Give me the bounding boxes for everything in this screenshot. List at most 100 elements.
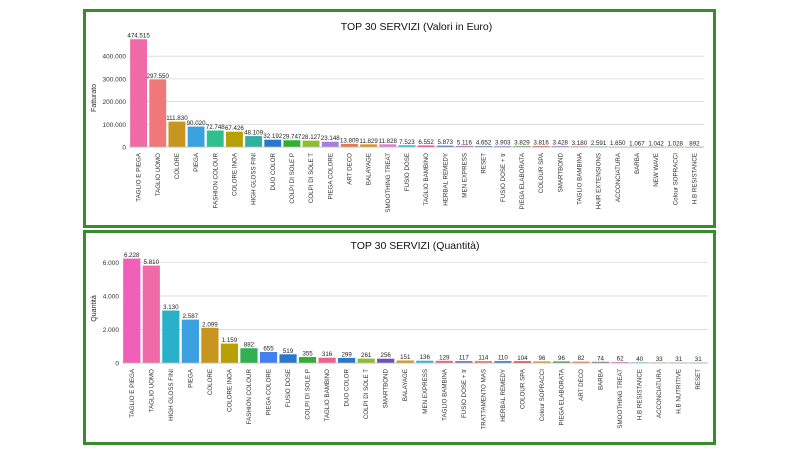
bar-value-label: 110	[498, 355, 508, 362]
bar-value-label: 655	[263, 346, 274, 353]
category-label: BARBA	[598, 368, 605, 390]
bar-value-label: 5.116	[457, 139, 473, 146]
bar	[181, 319, 199, 363]
bar-value-label: 114	[478, 355, 488, 362]
bar-value-label: 256	[381, 352, 392, 359]
bar	[279, 354, 297, 363]
category-label: FASHION COLOUR	[246, 368, 253, 424]
category-label: COLPI DI SOLE T	[363, 369, 370, 419]
category-label: COLORE	[207, 369, 214, 395]
bar-value-label: 1.067	[629, 140, 645, 147]
category-label: TAGLIO BAMBINA	[441, 368, 448, 421]
bar-value-label: 3.829	[514, 140, 530, 147]
category-label: DUO COLOR	[344, 368, 351, 406]
bar	[240, 348, 258, 363]
bar	[298, 357, 317, 363]
bar	[168, 121, 186, 147]
category-label: TAGLIO BAMBINO	[324, 369, 331, 422]
bar	[591, 361, 610, 363]
chart-quantity-svg: TOP 30 SERVIZI (Quantità) 0 2.000 4.000 6.00…	[91, 240, 708, 430]
bar	[513, 146, 531, 147]
bar	[318, 357, 336, 363]
bar-value-label: 72.748	[206, 124, 225, 131]
bar-value-label: 90.020	[187, 120, 206, 127]
category-label: FUSIO DOSE	[404, 153, 411, 191]
bar	[264, 139, 282, 147]
category-label: MEN EXPRESS	[422, 369, 429, 414]
bar-value-label: 297.550	[147, 73, 170, 80]
bar-value-label: 151	[400, 354, 411, 361]
category-label: TAGLIO E PIEGA	[129, 368, 136, 418]
category-label: COLORE	[174, 153, 181, 179]
category-label: SMARTBOND	[383, 368, 390, 408]
category-label: PIEGA ELABORATA	[519, 152, 526, 209]
bar	[338, 357, 356, 363]
bar-value-label: 28.127	[302, 134, 321, 141]
bar	[436, 145, 454, 147]
category-label: RESET	[695, 369, 702, 390]
bar-value-label: 5.873	[438, 139, 454, 146]
bar-value-label: 104	[517, 355, 528, 362]
bar	[379, 144, 397, 147]
category-label: H.B RESISTANCE	[637, 369, 644, 420]
bar-value-label: 11.829	[359, 138, 378, 145]
category-label: HIGH GLOSS FINI	[251, 153, 258, 205]
bar	[340, 143, 358, 147]
bar	[130, 39, 148, 147]
category-label: SMARTBOND	[557, 152, 564, 192]
bar-value-label: 96	[558, 355, 565, 362]
bar	[552, 361, 571, 363]
bar	[611, 361, 629, 363]
bar-value-label: 31	[695, 356, 702, 363]
category-label: HERBAL REMEDY	[442, 153, 449, 206]
category-label: PIEGA	[193, 152, 200, 172]
y-tick-label: 2.000	[103, 327, 120, 334]
y-tick-label: 0	[122, 145, 126, 152]
category-label: COLPI DI SOLE P	[289, 153, 296, 204]
category-label: HERBAL REMEDY	[500, 369, 507, 422]
bar-value-label: 1.028	[668, 140, 684, 147]
bar-value-label: 129	[439, 354, 450, 361]
category-label: ART DECO	[346, 153, 353, 185]
bar-value-label: 82	[578, 355, 585, 362]
bar	[360, 144, 378, 147]
bar-value-label: 31	[675, 356, 682, 363]
category-label: RESET	[481, 153, 488, 174]
bar	[494, 146, 512, 147]
bar-value-label: 3.428	[553, 140, 569, 147]
bar-value-label: 29.747	[282, 134, 301, 141]
bar-value-label: 5.810	[144, 259, 160, 266]
bar-value-label: 3.903	[495, 140, 511, 147]
y-tick-label: 300.000	[103, 76, 127, 83]
category-label: BALAYAGE	[402, 369, 409, 401]
bar-value-label: 261	[361, 352, 372, 359]
bar	[149, 79, 167, 147]
bar-value-label: 117	[459, 355, 469, 362]
category-label: ART DECO	[578, 369, 585, 401]
category-label: PIEGA COLORE	[327, 153, 334, 199]
category-label: ACCONCIATURA	[615, 152, 622, 202]
bar-value-label: 519	[283, 348, 294, 355]
chart-title: TOP 30 SERVIZI (Valori in Euro)	[341, 21, 493, 33]
bar	[162, 310, 180, 363]
bar	[494, 361, 512, 363]
bar	[377, 358, 395, 363]
bar-value-label: 33	[656, 356, 663, 363]
category-label: COLPI DI SOLE T	[308, 153, 315, 203]
category-label: COLORE INOA	[226, 368, 233, 412]
category-label: BALAYAGE	[366, 153, 373, 185]
bar	[302, 140, 320, 147]
bar	[259, 352, 278, 363]
category-label: PIEGA ELABORATA	[559, 368, 566, 425]
category-label: COLOUR SPA	[538, 152, 545, 193]
bar-value-label: 892	[689, 140, 700, 147]
bar-value-label: 136	[420, 354, 431, 361]
bar	[532, 146, 550, 147]
bar-value-label: 882	[244, 342, 255, 349]
category-label: PIEGA	[187, 368, 194, 388]
category-label: SMOOTHING TREAT	[617, 369, 624, 429]
bar	[187, 126, 205, 147]
category-label: COLPI DI SOLE P	[305, 369, 312, 420]
category-label: NEW WAVE	[653, 153, 660, 187]
bar-value-label: 74	[597, 355, 604, 362]
